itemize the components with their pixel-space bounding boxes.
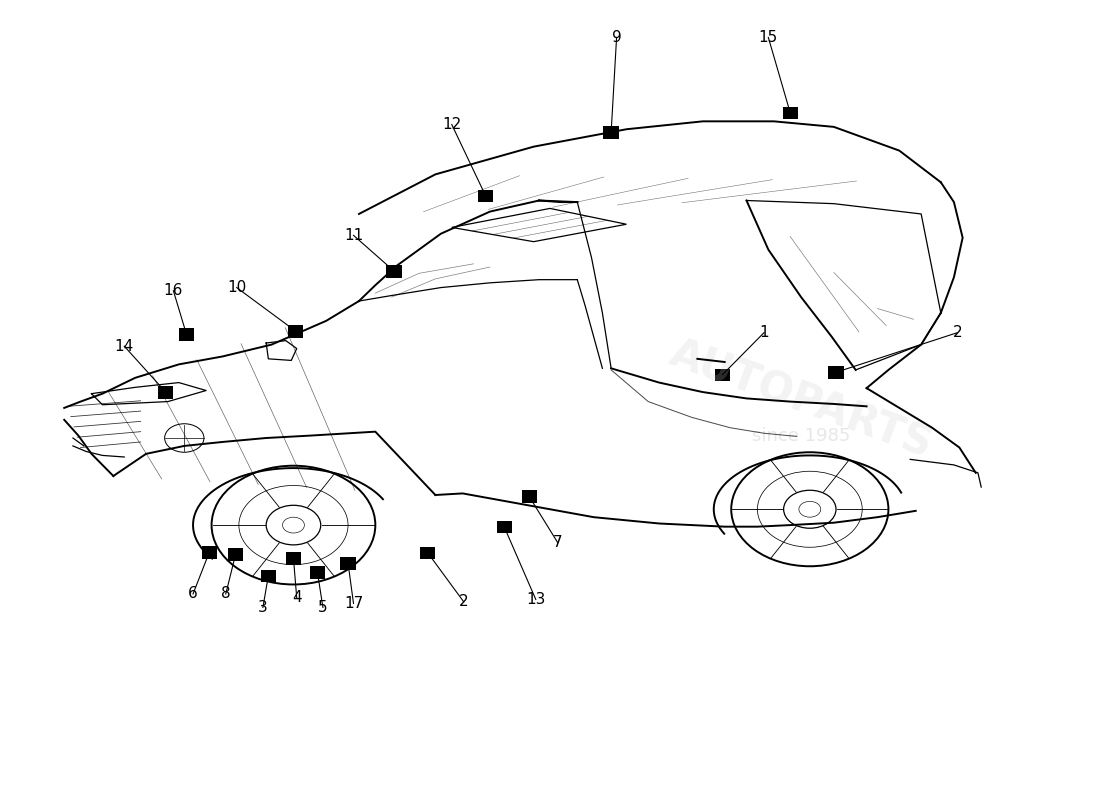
Bar xyxy=(340,557,355,570)
Bar xyxy=(158,386,174,398)
Bar xyxy=(201,546,217,558)
Text: 9: 9 xyxy=(612,30,621,45)
Bar xyxy=(420,546,436,559)
Text: 4: 4 xyxy=(292,590,301,606)
Bar xyxy=(828,366,844,379)
Text: 6: 6 xyxy=(188,586,198,602)
Bar xyxy=(179,328,194,341)
Bar xyxy=(286,552,301,565)
Bar xyxy=(477,190,493,202)
Circle shape xyxy=(799,502,821,517)
Text: 8: 8 xyxy=(221,586,231,602)
Text: 10: 10 xyxy=(227,280,246,295)
Text: 13: 13 xyxy=(526,592,546,607)
Text: 14: 14 xyxy=(114,338,134,354)
Text: 3: 3 xyxy=(258,600,267,615)
Bar xyxy=(288,325,304,338)
Text: 17: 17 xyxy=(344,596,363,611)
Circle shape xyxy=(283,517,305,533)
Bar xyxy=(782,106,797,119)
Bar xyxy=(386,265,402,278)
Bar xyxy=(310,566,326,579)
Bar xyxy=(715,369,730,382)
Text: since 1985: since 1985 xyxy=(752,426,850,445)
Bar xyxy=(228,548,243,561)
Bar xyxy=(496,521,512,534)
Text: 7: 7 xyxy=(553,535,562,550)
Bar xyxy=(604,126,619,139)
Text: 16: 16 xyxy=(164,283,183,298)
Text: 1: 1 xyxy=(759,326,769,340)
Text: 12: 12 xyxy=(442,117,461,132)
Text: 2: 2 xyxy=(953,326,962,340)
Text: AUTOPARTS: AUTOPARTS xyxy=(664,333,938,467)
Bar xyxy=(261,570,276,582)
Bar xyxy=(521,490,537,503)
Text: 15: 15 xyxy=(759,30,778,45)
Text: 2: 2 xyxy=(459,594,469,610)
Text: 5: 5 xyxy=(318,600,328,615)
Text: 11: 11 xyxy=(344,228,363,243)
